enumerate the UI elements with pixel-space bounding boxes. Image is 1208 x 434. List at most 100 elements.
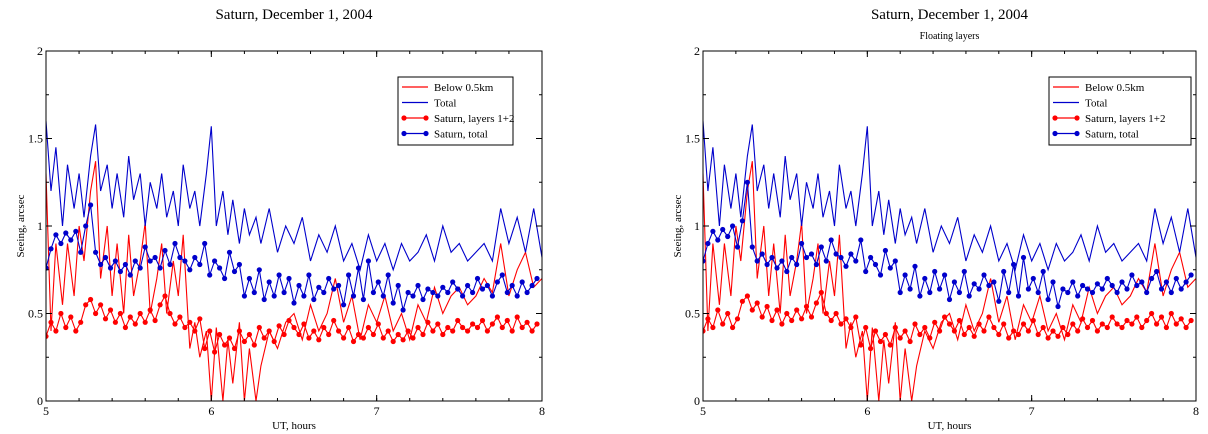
data-point <box>1060 324 1066 331</box>
data-point <box>823 258 829 264</box>
data-point <box>858 342 864 348</box>
data-point <box>912 263 918 269</box>
data-point <box>509 282 515 289</box>
data-point <box>838 321 844 327</box>
data-point <box>813 261 820 268</box>
data-point <box>749 244 755 250</box>
data-point <box>524 289 530 296</box>
data-point <box>147 307 153 313</box>
data-point <box>102 316 109 322</box>
data-point <box>882 331 889 338</box>
data-point <box>991 324 997 331</box>
data-point <box>1149 275 1155 282</box>
data-point <box>799 240 805 247</box>
data-point <box>710 324 716 331</box>
data-point <box>853 314 859 320</box>
data-point <box>261 296 267 303</box>
data-point <box>843 316 849 322</box>
data-point <box>808 314 815 320</box>
data-point <box>917 331 923 338</box>
data-point <box>321 289 327 296</box>
data-point <box>823 310 829 317</box>
legend-label: Saturn, total <box>1085 129 1139 141</box>
data-point <box>907 338 913 345</box>
legend-marker <box>423 130 429 137</box>
data-point <box>202 345 208 352</box>
y-axis-label: Seeing, arcsec <box>672 194 684 257</box>
data-point <box>63 324 69 331</box>
data-point <box>715 307 721 313</box>
data-point <box>519 324 525 331</box>
legend-marker <box>1074 130 1080 137</box>
data-point <box>415 282 421 289</box>
data-point <box>966 324 972 331</box>
data-point <box>415 324 421 331</box>
y-tick-label: 0 <box>37 394 43 408</box>
data-point <box>917 293 923 299</box>
legend: Below 0.5km Total Saturn, layers 1+2 Saturn… <box>397 76 514 146</box>
data-point <box>102 254 109 261</box>
data-point <box>479 317 486 324</box>
data-point <box>256 267 262 273</box>
data-point <box>1045 335 1051 341</box>
data-point <box>922 275 928 282</box>
data-point <box>808 251 815 257</box>
data-point <box>1114 289 1120 296</box>
data-point <box>1065 331 1071 338</box>
x-tick-label: 8 <box>539 404 545 418</box>
data-point <box>212 349 218 355</box>
data-point <box>927 335 933 341</box>
data-point <box>236 261 242 268</box>
legend-label: Saturn, layers 1+2 <box>434 113 514 125</box>
data-point <box>509 328 515 334</box>
data-point <box>226 335 233 341</box>
data-point <box>828 317 834 324</box>
data-point <box>430 289 436 296</box>
data-point <box>341 335 347 341</box>
data-point <box>703 258 706 264</box>
data-point <box>534 321 540 327</box>
data-point <box>375 279 381 285</box>
data-point <box>350 338 357 345</box>
data-point <box>455 317 461 324</box>
data-point <box>1030 275 1036 282</box>
data-point <box>445 324 451 331</box>
data-point <box>346 324 352 331</box>
data-point <box>1011 328 1017 334</box>
data-point <box>1084 286 1091 292</box>
data-point <box>524 319 530 325</box>
data-point <box>863 268 869 275</box>
x-tick-label: 5 <box>700 404 706 418</box>
data-point <box>484 328 490 334</box>
data-point <box>162 247 168 254</box>
data-point <box>996 298 1002 304</box>
data-point <box>725 233 731 240</box>
data-point <box>48 246 54 252</box>
data-point <box>1173 321 1179 327</box>
data-point <box>779 258 785 264</box>
data-point <box>286 317 292 324</box>
data-point <box>494 279 500 285</box>
data-point <box>291 324 297 331</box>
data-point <box>937 286 943 292</box>
data-point <box>1070 279 1076 285</box>
data-point <box>912 321 918 327</box>
data-point <box>326 331 332 338</box>
data-point <box>167 310 173 317</box>
data-point <box>271 338 277 345</box>
data-point <box>897 289 903 296</box>
data-point <box>261 335 267 341</box>
data-point <box>192 254 198 261</box>
data-point <box>346 272 352 278</box>
data-point <box>1025 286 1031 292</box>
data-point <box>410 335 416 341</box>
data-point <box>739 298 746 304</box>
data-point <box>1020 254 1027 261</box>
data-point <box>365 258 371 264</box>
data-point <box>1163 279 1169 285</box>
data-point <box>1015 293 1022 299</box>
data-point <box>730 324 736 331</box>
data-point <box>1099 321 1105 327</box>
